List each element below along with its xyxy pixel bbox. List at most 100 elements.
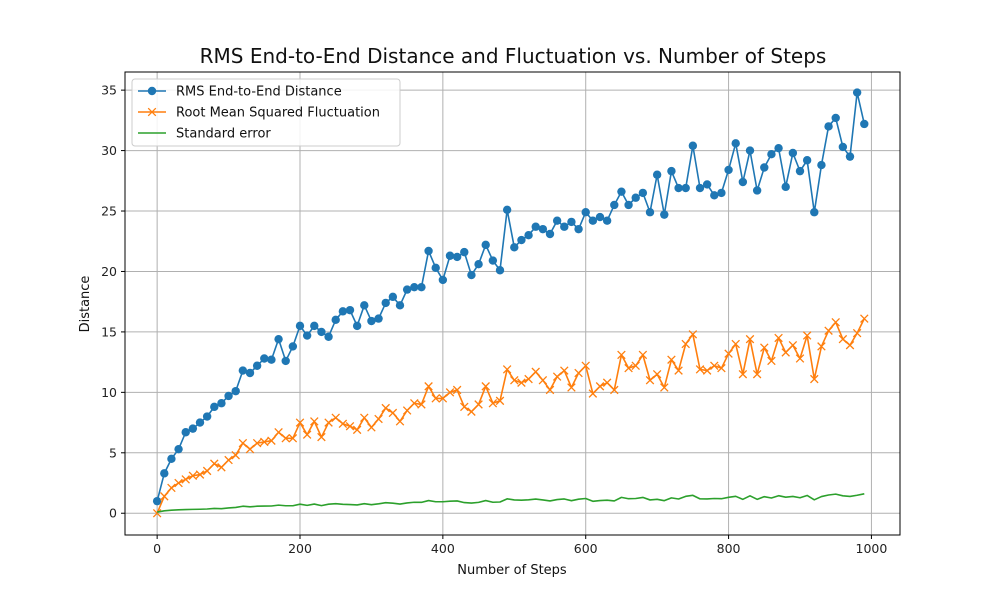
data-point <box>445 251 455 260</box>
data-point <box>724 165 733 175</box>
data-point <box>517 235 526 245</box>
data-point <box>710 361 719 371</box>
data-point <box>152 496 162 506</box>
data-point <box>502 365 512 374</box>
data-point <box>231 450 240 460</box>
data-point <box>395 417 405 426</box>
data-point <box>174 444 183 454</box>
data-point <box>245 444 255 454</box>
data-point <box>717 188 726 198</box>
data-point <box>802 156 812 165</box>
y-tick-label: 0 <box>109 506 117 521</box>
data-point <box>660 383 669 392</box>
series-1 <box>152 314 869 518</box>
data-point <box>402 285 412 294</box>
data-point <box>217 463 226 472</box>
data-point <box>274 334 283 344</box>
data-point <box>252 361 262 370</box>
data-point <box>538 376 548 385</box>
data-point <box>631 193 640 202</box>
data-point <box>160 469 169 478</box>
y-tick-label: 30 <box>101 143 117 158</box>
y-tick-label: 20 <box>101 264 117 279</box>
data-point <box>338 307 348 316</box>
legend: RMS End-to-End Distance Root Mean Squared… <box>131 78 401 147</box>
data-point <box>367 423 376 432</box>
data-point <box>324 332 333 341</box>
data-point <box>295 418 305 427</box>
x-axis-label: Number of Steps <box>457 563 567 578</box>
data-point <box>581 208 590 217</box>
data-point <box>281 356 290 366</box>
data-point <box>717 363 726 373</box>
data-point <box>667 166 676 176</box>
data-point <box>838 334 848 344</box>
data-point <box>752 186 762 195</box>
data-point <box>324 418 333 427</box>
data-point <box>452 385 462 395</box>
data-point <box>724 349 733 358</box>
data-point <box>267 355 276 364</box>
y-tick-label: 15 <box>101 324 117 339</box>
data-point <box>695 183 705 193</box>
series-line <box>157 492 865 513</box>
data-point <box>345 305 355 315</box>
data-point <box>195 470 205 479</box>
data-point <box>638 188 648 198</box>
data-point <box>152 508 162 518</box>
data-point <box>781 348 790 357</box>
data-point <box>295 321 305 331</box>
data-point <box>695 365 705 374</box>
data-point <box>281 434 290 443</box>
x-tick-label: 1000 <box>856 541 888 556</box>
data-point <box>460 402 469 412</box>
data-point <box>702 180 712 189</box>
data-point <box>488 256 498 265</box>
data-point <box>167 483 176 493</box>
legend-label: Standard error <box>176 127 271 142</box>
legend-marker <box>147 86 157 96</box>
data-point <box>610 200 619 210</box>
data-point <box>645 376 655 385</box>
data-point <box>524 374 533 384</box>
data-point <box>495 396 505 406</box>
data-point <box>310 321 319 331</box>
data-point <box>674 366 683 375</box>
data-point <box>610 385 619 395</box>
series-line <box>156 318 866 514</box>
data-point <box>181 475 190 484</box>
data-point <box>417 282 426 292</box>
data-point <box>574 224 583 234</box>
data-point <box>560 366 569 375</box>
data-point <box>467 270 476 280</box>
data-point <box>445 388 455 397</box>
data-point <box>438 275 448 285</box>
data-point <box>338 419 348 429</box>
data-point <box>517 378 526 387</box>
data-point <box>495 266 505 275</box>
data-point <box>224 455 233 465</box>
data-point <box>602 216 612 225</box>
data-point <box>652 369 662 379</box>
data-point <box>824 122 833 131</box>
data-point <box>795 354 805 363</box>
x-tick-label: 800 <box>717 541 741 556</box>
data-point <box>838 142 848 152</box>
data-point <box>395 301 405 310</box>
y-tick-label: 5 <box>109 445 117 460</box>
data-point <box>638 350 648 360</box>
data-point <box>731 339 740 349</box>
data-point <box>381 403 390 413</box>
data-point <box>374 314 383 323</box>
data-point <box>224 391 233 401</box>
data-point <box>360 413 369 422</box>
data-point <box>288 342 298 351</box>
data-point <box>595 382 605 391</box>
legend-item: Standard error <box>138 127 271 142</box>
data-point <box>417 400 426 409</box>
data-point <box>538 224 548 234</box>
data-point <box>424 246 433 256</box>
data-point <box>860 119 869 129</box>
series-line <box>156 91 866 502</box>
